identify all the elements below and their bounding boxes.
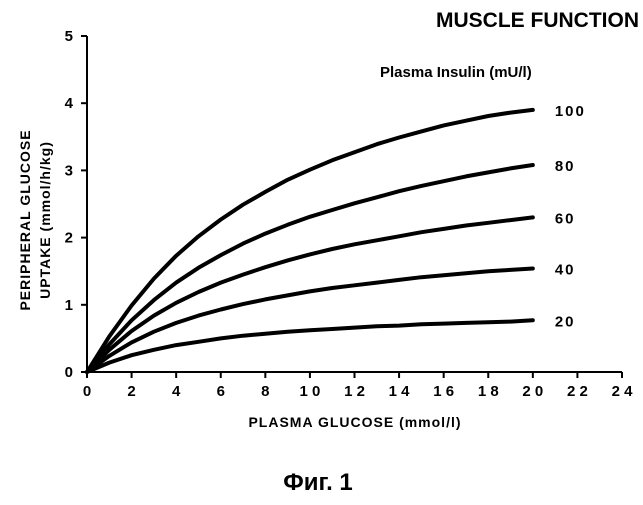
x-tick-label: 8: [261, 383, 269, 400]
y-axis-label-line1: PERIPHERAL GLUCOSE: [17, 129, 33, 310]
y-tick-label: 1: [65, 297, 73, 314]
x-tick-label: 2 4: [612, 383, 634, 400]
series-label-100: 100: [555, 103, 586, 120]
y-tick-label: 2: [65, 230, 73, 247]
x-tick-label: 1 2: [344, 383, 365, 400]
series-label-60: 60: [555, 210, 576, 227]
y-tick-label: 0: [65, 364, 73, 381]
y-axis-label-line2: UPTAKE (mmol/h/kg): [37, 141, 53, 299]
x-axis-ticks: 0 2 4 6 8 1 0 1 2 1 4 1 6 1 8 2 0 2 2 2 4: [83, 372, 633, 400]
chart-title: MUSCLE FUNCTION: [436, 9, 639, 32]
y-axis-ticks: 0 1 2 3 4 5: [65, 28, 87, 381]
x-tick-label: 2 0: [522, 383, 543, 400]
series-line-20: [87, 320, 533, 372]
x-tick-label: 4: [172, 383, 181, 400]
series-lines: [87, 110, 533, 372]
x-tick-label: 1 4: [389, 383, 411, 400]
y-tick-label: 5: [65, 28, 73, 45]
x-tick-label: 1 6: [433, 383, 454, 400]
x-tick-label: 0: [83, 383, 91, 400]
x-tick-label: 2 2: [567, 383, 588, 400]
x-tick-label: 1 0: [299, 383, 320, 400]
series-line-40: [87, 269, 533, 373]
y-tick-label: 4: [65, 95, 74, 112]
series-label-20: 20: [555, 313, 576, 330]
x-tick-label: 1 8: [478, 383, 499, 400]
x-tick-label: 2: [127, 383, 135, 400]
x-tick-label: 6: [217, 383, 225, 400]
legend-title: Plasma Insulin (mU/l): [380, 64, 532, 81]
series-label-40: 40: [555, 262, 576, 279]
x-axis-label: PLASMA GLUCOSE (mmol/l): [248, 414, 461, 430]
figure-caption: Фиг. 1: [283, 469, 353, 496]
y-tick-label: 3: [65, 162, 73, 179]
series-line-80: [87, 165, 533, 372]
series-labels: 100 80 60 40 20: [555, 103, 586, 330]
series-label-80: 80: [555, 158, 576, 175]
